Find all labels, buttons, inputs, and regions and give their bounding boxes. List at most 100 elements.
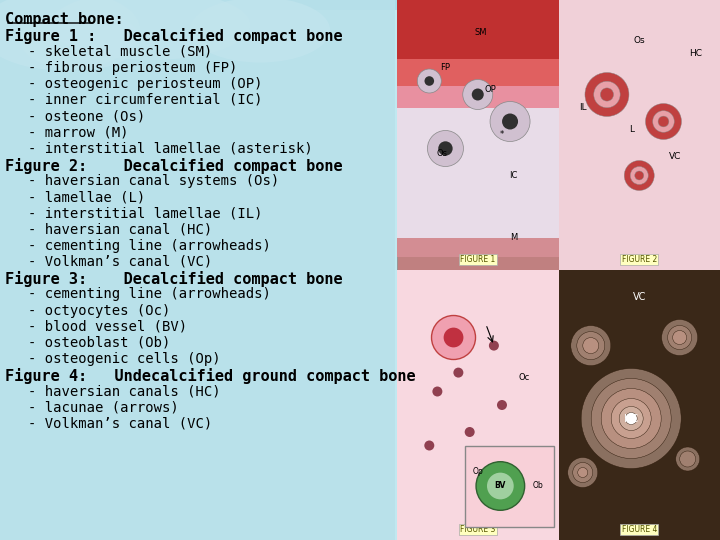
Text: IC: IC — [509, 171, 518, 180]
Circle shape — [581, 368, 681, 469]
Circle shape — [662, 320, 698, 355]
Circle shape — [611, 399, 651, 438]
Text: - cementing line (arrowheads): - cementing line (arrowheads) — [28, 239, 271, 253]
Circle shape — [635, 171, 644, 180]
Bar — [559, 0, 720, 270]
Bar — [397, 238, 559, 256]
Circle shape — [601, 388, 661, 449]
Text: - blood vessel (BV): - blood vessel (BV) — [28, 320, 187, 334]
Circle shape — [463, 79, 492, 110]
Text: Op: Op — [473, 467, 484, 476]
Text: - skeletal muscle (SM): - skeletal muscle (SM) — [28, 44, 212, 58]
Text: - Volkman’s canal (VC): - Volkman’s canal (VC) — [28, 255, 212, 269]
Text: - lacunae (arrows): - lacunae (arrows) — [28, 401, 179, 415]
Bar — [397, 0, 559, 270]
Bar — [559, 270, 720, 540]
Circle shape — [425, 76, 434, 86]
Ellipse shape — [50, 0, 250, 60]
Text: SM: SM — [474, 28, 487, 37]
Text: Figure 3:    Decalcified compact bone: Figure 3: Decalcified compact bone — [5, 271, 343, 287]
Circle shape — [502, 113, 518, 130]
Text: Figure 1 :   Decalcified compact bone: Figure 1 : Decalcified compact bone — [5, 28, 343, 44]
Circle shape — [630, 166, 648, 185]
Text: IL: IL — [579, 104, 587, 112]
Bar — [397, 108, 559, 256]
Text: - interstitial lamellae (asterisk): - interstitial lamellae (asterisk) — [28, 141, 312, 156]
Circle shape — [476, 462, 525, 510]
Circle shape — [624, 160, 654, 191]
Ellipse shape — [0, 0, 140, 70]
Circle shape — [594, 82, 620, 107]
Text: Os: Os — [437, 150, 448, 158]
Text: - lamellae (L): - lamellae (L) — [28, 190, 145, 204]
Text: Os: Os — [634, 36, 645, 45]
Text: - Volkman’s canal (VC): - Volkman’s canal (VC) — [28, 417, 212, 431]
Text: - octyocytes (Oc): - octyocytes (Oc) — [28, 303, 171, 318]
Bar — [397, 270, 559, 540]
Text: FIGURE 3: FIGURE 3 — [460, 525, 495, 534]
Circle shape — [472, 89, 484, 100]
Text: - osteoblast (Ob): - osteoblast (Ob) — [28, 336, 171, 350]
Text: FP: FP — [441, 63, 451, 72]
Text: FIGURE 1: FIGURE 1 — [460, 255, 495, 264]
Text: Figure 2:    Decalcified compact bone: Figure 2: Decalcified compact bone — [5, 158, 343, 174]
Circle shape — [625, 413, 637, 424]
Text: Compact bone:: Compact bone: — [5, 12, 124, 27]
Text: - inner circumferential (IC): - inner circumferential (IC) — [28, 93, 263, 107]
Circle shape — [675, 447, 700, 471]
Text: L: L — [629, 125, 634, 134]
Bar — [397, 0, 559, 59]
Text: - fibrous periosteum (FP): - fibrous periosteum (FP) — [28, 60, 238, 75]
Circle shape — [572, 462, 593, 483]
Circle shape — [652, 111, 674, 132]
Circle shape — [591, 379, 671, 458]
Bar — [397, 59, 559, 86]
Circle shape — [600, 88, 613, 101]
Circle shape — [577, 468, 588, 477]
Text: Figure 4:   Undecalcified ground compact bone: Figure 4: Undecalcified ground compact b… — [5, 368, 415, 384]
Circle shape — [577, 332, 605, 360]
Circle shape — [433, 387, 442, 396]
Circle shape — [431, 315, 475, 360]
Text: VC: VC — [669, 152, 681, 161]
Circle shape — [619, 407, 643, 430]
Text: *: * — [500, 131, 504, 139]
Text: - osteogenic periosteum (OP): - osteogenic periosteum (OP) — [28, 77, 263, 91]
Circle shape — [424, 441, 434, 450]
Text: - haversian canal systems (Os): - haversian canal systems (Os) — [28, 174, 279, 188]
Ellipse shape — [190, 0, 330, 63]
Circle shape — [464, 427, 474, 437]
Circle shape — [658, 116, 669, 127]
Circle shape — [582, 338, 599, 354]
Circle shape — [454, 368, 464, 377]
Bar — [559, 270, 720, 540]
Circle shape — [481, 460, 491, 469]
Bar — [559, 0, 720, 270]
Text: VC: VC — [633, 292, 646, 302]
Bar — [397, 270, 559, 540]
Circle shape — [490, 102, 530, 141]
Text: FIGURE 2: FIGURE 2 — [621, 255, 657, 264]
Text: M: M — [510, 233, 517, 242]
Bar — [465, 446, 554, 526]
Text: - haversian canals (HC): - haversian canals (HC) — [28, 384, 220, 399]
Ellipse shape — [20, 10, 140, 70]
Text: - haversian canal (HC): - haversian canal (HC) — [28, 222, 212, 237]
Text: HC: HC — [624, 414, 638, 423]
Circle shape — [585, 72, 629, 117]
Text: HC: HC — [689, 50, 702, 58]
Text: - interstitial lamellae (IL): - interstitial lamellae (IL) — [28, 206, 263, 220]
Bar — [397, 86, 559, 108]
Circle shape — [667, 326, 692, 349]
Circle shape — [497, 400, 507, 410]
Circle shape — [571, 326, 611, 366]
Circle shape — [428, 131, 464, 166]
Text: - cementing line (arrowheads): - cementing line (arrowheads) — [28, 287, 271, 301]
Bar — [0, 0, 395, 540]
Circle shape — [438, 141, 453, 156]
Text: Oc: Oc — [518, 374, 529, 382]
Circle shape — [672, 330, 687, 345]
Text: - osteone (Os): - osteone (Os) — [28, 109, 145, 123]
Circle shape — [680, 451, 696, 467]
Text: OP: OP — [485, 85, 497, 93]
